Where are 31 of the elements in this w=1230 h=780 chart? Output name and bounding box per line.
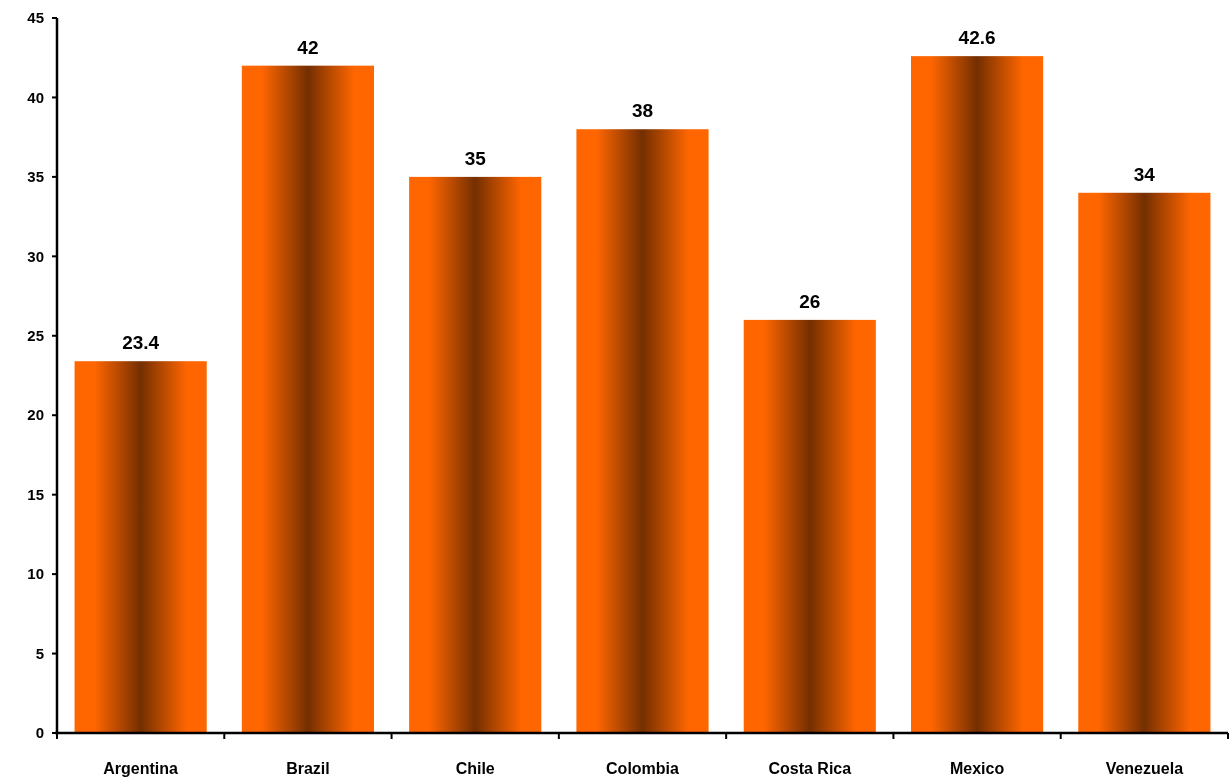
bar bbox=[409, 176, 542, 733]
data-label: 38 bbox=[631, 100, 654, 122]
y-tick-label: 30 bbox=[27, 247, 44, 265]
y-tick-label: 20 bbox=[27, 406, 44, 424]
bar bbox=[1078, 192, 1211, 733]
x-tick-label: Venezuela bbox=[1105, 760, 1184, 777]
bar bbox=[74, 361, 207, 733]
x-tick-label: Colombia bbox=[606, 760, 680, 777]
y-tick-label: 5 bbox=[35, 644, 44, 662]
data-label: 35 bbox=[464, 147, 487, 169]
y-tick-label: 0 bbox=[35, 724, 44, 742]
data-label: 23.4 bbox=[122, 332, 160, 354]
bar bbox=[241, 65, 375, 733]
x-tick-label: Chile bbox=[455, 760, 495, 777]
y-tick-label: 40 bbox=[27, 88, 44, 106]
bar bbox=[576, 129, 709, 733]
x-tick-label: Mexico bbox=[949, 760, 1005, 777]
y-tick-label: 35 bbox=[27, 168, 44, 186]
data-label: 42.6 bbox=[958, 27, 996, 49]
x-tick-label: Costa Rica bbox=[768, 760, 852, 777]
data-label: 34 bbox=[1133, 163, 1156, 185]
bar bbox=[743, 319, 876, 733]
x-tick-label: Argentina bbox=[103, 760, 179, 777]
data-label: 42 bbox=[297, 36, 319, 58]
data-label: 26 bbox=[799, 290, 821, 312]
x-tick-label: Brazil bbox=[286, 760, 330, 777]
bar bbox=[910, 56, 1044, 733]
y-tick-label: 25 bbox=[27, 327, 44, 345]
y-tick-label: 45 bbox=[27, 9, 44, 27]
y-tick-label: 15 bbox=[27, 485, 44, 503]
y-tick-label: 10 bbox=[27, 565, 44, 583]
